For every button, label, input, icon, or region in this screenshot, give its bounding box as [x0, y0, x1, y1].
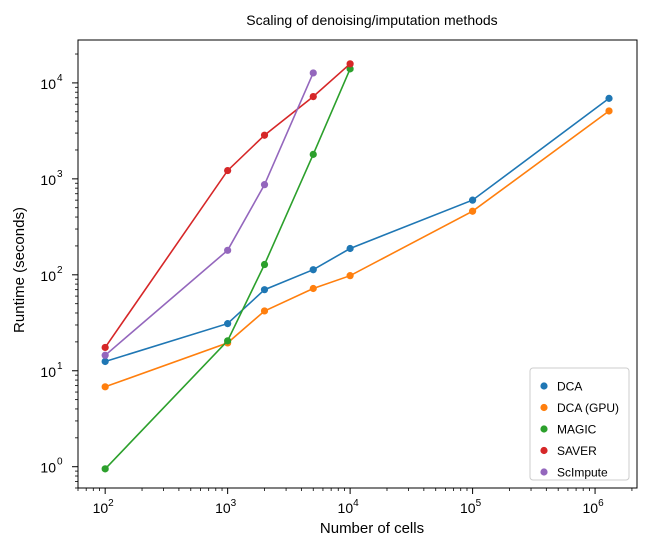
- series-line: [104, 97, 610, 363]
- legend-marker: [540, 468, 548, 476]
- data-point: [224, 246, 232, 254]
- series-dca-gpu-: [101, 107, 613, 391]
- chart-title: Scaling of denoising/imputation methods: [246, 12, 497, 28]
- series-line: [104, 72, 314, 356]
- data-point: [260, 286, 269, 294]
- data-point: [101, 351, 109, 359]
- data-point: [260, 260, 269, 269]
- x-tick-label: 106: [582, 498, 604, 516]
- legend-marker: [540, 403, 548, 412]
- series-saver: [101, 60, 354, 352]
- data-point: [101, 343, 109, 352]
- x-axis-label: Number of cells: [320, 520, 424, 537]
- data-point: [605, 107, 613, 115]
- x-tick-label: 103: [215, 498, 237, 516]
- legend-label: ScImpute: [557, 466, 608, 480]
- y-tick-exponent: 2: [57, 265, 63, 276]
- series-scimpute: [101, 69, 317, 359]
- data-point: [101, 383, 109, 391]
- y-tick-label: 10: [40, 76, 56, 92]
- series-line: [104, 110, 610, 388]
- y-tick-label: 10: [40, 268, 56, 284]
- data-point: [224, 166, 232, 175]
- data-point: [309, 92, 317, 101]
- legend-label: DCA (GPU): [557, 401, 619, 415]
- data-point: [346, 244, 354, 253]
- data-point: [346, 65, 354, 73]
- data-point: [224, 320, 232, 328]
- x-tick-label: 102: [93, 498, 115, 516]
- legend-label: MAGIC: [557, 423, 597, 437]
- data-point: [346, 60, 354, 68]
- data-point: [260, 307, 269, 315]
- data-point: [224, 337, 232, 345]
- y-tick-exponent: 1: [57, 361, 63, 372]
- x-tick-label: 105: [460, 498, 482, 516]
- data-point: [605, 94, 613, 102]
- y-tick-exponent: 4: [57, 73, 63, 84]
- series-line: [104, 63, 351, 348]
- legend-label: DCA: [557, 380, 582, 394]
- legend-box: [529, 367, 630, 481]
- series-dca: [101, 94, 613, 366]
- y-tick-label: 10: [40, 364, 56, 380]
- y-axis-label: Runtime (seconds): [11, 207, 28, 333]
- data-point: [101, 357, 109, 366]
- y-tick-exponent: 3: [57, 169, 63, 180]
- data-point: [101, 465, 109, 473]
- legend-marker: [540, 446, 548, 455]
- data-point: [309, 150, 317, 158]
- data-point: [309, 69, 317, 77]
- legend-marker: [540, 425, 548, 433]
- data-point: [468, 196, 477, 204]
- data-point: [309, 266, 317, 274]
- y-tick-exponent: 0: [57, 457, 63, 468]
- data-point: [309, 284, 317, 293]
- y-tick-label: 10: [40, 460, 56, 476]
- data-point: [260, 131, 269, 139]
- x-tick-label: 104: [338, 498, 360, 516]
- data-point: [468, 207, 477, 215]
- plot-frame: [77, 39, 638, 489]
- legend-marker: [540, 382, 548, 390]
- legend-label: SAVER: [557, 444, 597, 458]
- y-tick-label: 10: [40, 172, 56, 188]
- data-point: [260, 181, 269, 189]
- series-magic: [101, 65, 354, 473]
- data-point: [346, 272, 354, 280]
